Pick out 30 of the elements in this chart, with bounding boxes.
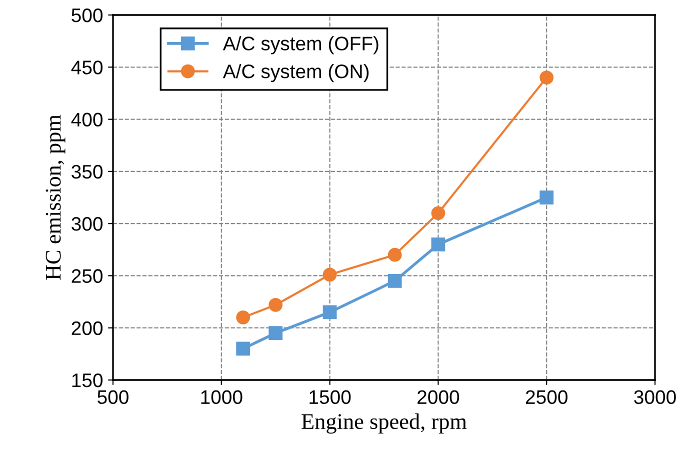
point: [540, 190, 554, 204]
y-tick-label: 450: [71, 60, 103, 74]
point: [388, 248, 402, 262]
x-tick-label: 1500: [310, 390, 351, 404]
y-tick-label: 150: [72, 373, 103, 388]
y-tick-label: 400: [71, 112, 103, 127]
y-axis-title: HC emission, ppm: [46, 114, 66, 280]
point: [322, 305, 337, 320]
point: [388, 274, 402, 288]
y-tick-label: 300: [72, 217, 103, 231]
y-tick-label: 350: [72, 164, 103, 179]
y-tick-label: 500: [72, 8, 103, 22]
y-tick-label: 250: [72, 269, 103, 283]
point: [431, 237, 446, 252]
point: [322, 268, 337, 282]
point: [540, 70, 554, 85]
legend-label: A/C system (OFF): [222, 36, 378, 54]
legend-label: A/C system (ON): [222, 64, 369, 82]
point: [268, 298, 283, 312]
point: [268, 326, 283, 340]
point: [431, 206, 446, 220]
x-tick-label: 2500: [526, 390, 568, 404]
point: [236, 310, 250, 324]
x-tick-label: 2000: [418, 390, 460, 404]
x-tick-label: 500: [98, 390, 128, 404]
x-tick-label: 3000: [634, 390, 676, 404]
x-tick-label: 1000: [201, 390, 242, 404]
point: [236, 342, 250, 356]
y-tick-label: 200: [72, 321, 103, 336]
x-axis-title: Engine speed, rpm: [302, 413, 467, 434]
